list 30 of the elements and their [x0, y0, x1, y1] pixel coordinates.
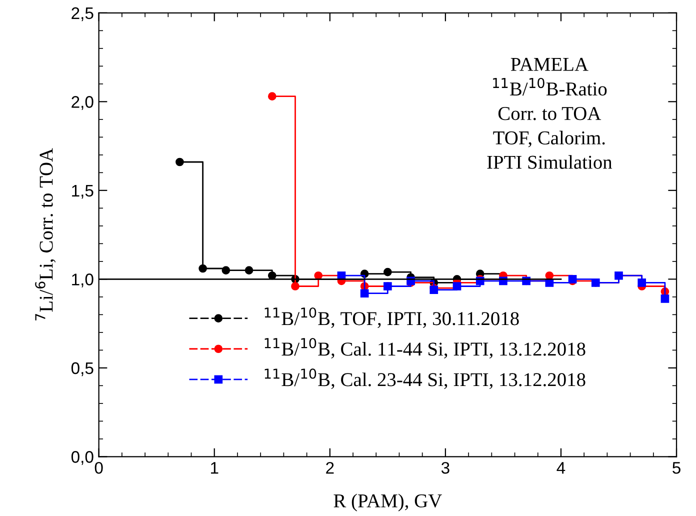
point: [660, 294, 670, 303]
point: [198, 264, 207, 273]
y-tick-label: 1,5: [72, 184, 94, 199]
point: [268, 92, 276, 100]
y-axis-title: $^{7}$Li/$^{6}$Li, Corr. to TOA: [35, 148, 56, 320]
point: [384, 268, 392, 276]
x-axis-title: R (PAM), GV: [334, 494, 442, 512]
x-tick-label: 1: [211, 462, 218, 474]
point: [638, 278, 646, 287]
y-tick-label: 1,0: [72, 274, 94, 288]
annotation: PAMELA $^{11}$B/$^{10}$B-Ratio Corr. to TOA TOF, Calorim. IPTI Simulation: [487, 58, 612, 169]
legend-label: $^{11}$B/$^{10}$B, Cal. 23-44 Si, IPTI, 13.12.2018: [264, 368, 586, 390]
legend-label: $^{11}$B/$^{10}$B, Cal. 11-44 Si, IPTI, 13.12.2018: [264, 338, 586, 359]
y-tick-label: 0,0: [71, 451, 94, 465]
legend-label: $^{11}$B/$^{10}$B, TOF, IPTI, 30.11.2018: [264, 307, 519, 328]
x-tick-label: 4: [556, 462, 566, 474]
point: [176, 158, 184, 166]
point: [268, 271, 276, 280]
x-tick-label: 3: [441, 462, 450, 474]
point: [222, 266, 230, 274]
point: [244, 266, 254, 274]
y-tick-label: 0,5: [71, 362, 94, 376]
point: [452, 282, 462, 290]
x-tick-label: 0: [94, 462, 103, 474]
x-tick-label: 2: [326, 462, 334, 474]
y-tick-label: 2,0: [72, 96, 94, 110]
y-tick-label: 2,5: [72, 7, 94, 22]
point: [291, 282, 300, 290]
x-tick-label: 5: [672, 462, 680, 474]
point: [360, 289, 369, 298]
